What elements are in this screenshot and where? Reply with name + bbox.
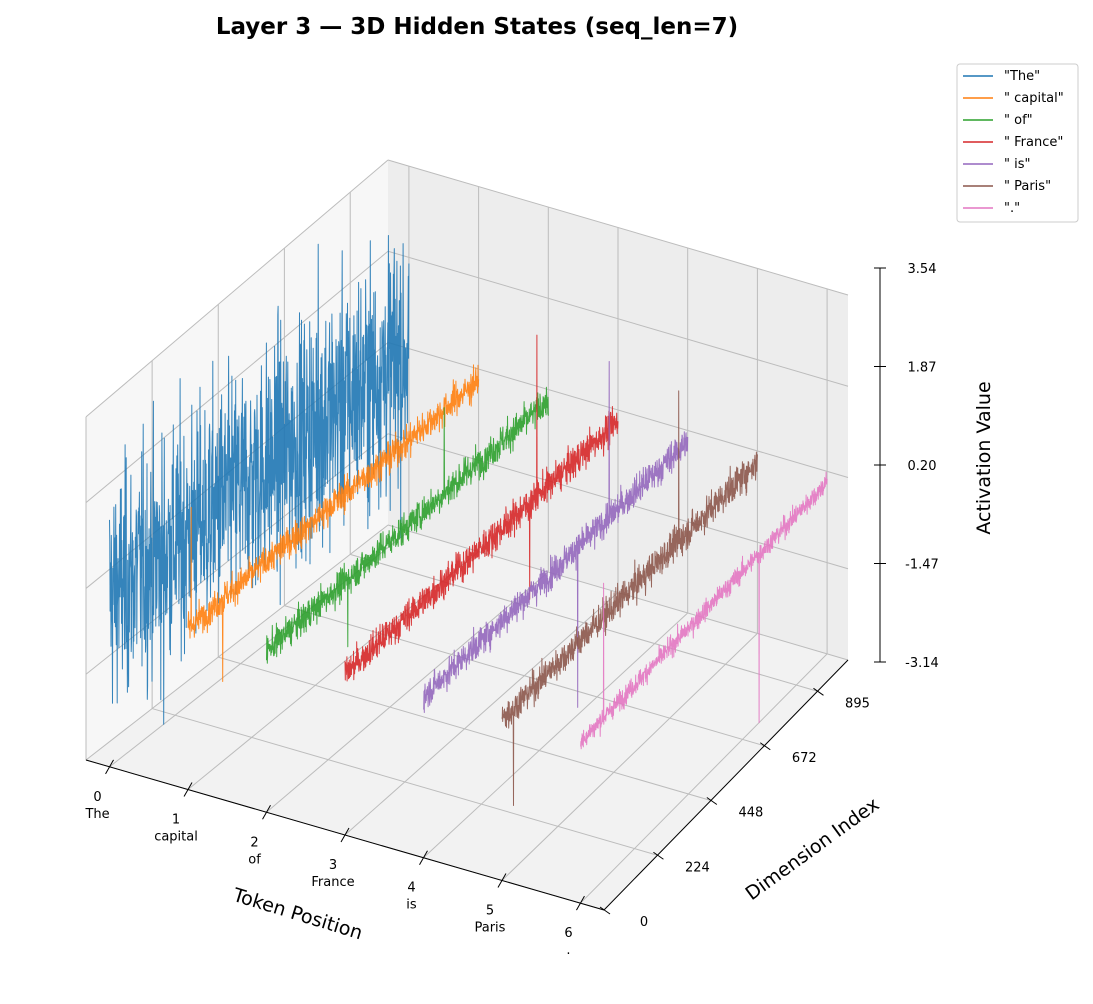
grid-line-z-back	[387, 159, 849, 296]
z-axis-label: Activation Value	[973, 381, 995, 534]
x-axis-label: Token Position	[229, 884, 365, 945]
grid-line-x-floor	[187, 551, 479, 790]
x-tick-sublabel: capital	[154, 830, 198, 845]
grid-line-x-floor	[423, 612, 689, 859]
grid-line-x-floor	[344, 592, 619, 836]
x-tick-label: 4	[407, 881, 415, 896]
grid-line-z-left	[85, 250, 389, 504]
grid-line-y-floor	[350, 553, 818, 692]
grid-line-x-floor	[580, 653, 828, 904]
series-line-0	[109, 235, 410, 725]
grid-line-z-left	[85, 524, 389, 761]
legend-label: " France"	[1004, 135, 1063, 150]
y-tick-label: 448	[738, 806, 763, 821]
y-tick-label: 224	[685, 860, 710, 875]
z-tick-label: 1.87	[908, 361, 937, 376]
y-tick-mark	[813, 687, 824, 696]
grid-line-y-floor	[151, 708, 658, 856]
x-tick-mark	[262, 805, 271, 820]
legend-label: " of"	[1004, 113, 1033, 128]
series-line-2	[266, 386, 549, 664]
x-tick-label: 5	[486, 903, 494, 918]
y-tick-mark	[759, 742, 771, 751]
y-tick-mark	[599, 906, 611, 915]
grid-line-z-back	[387, 342, 849, 478]
x-tick-mark	[419, 850, 428, 865]
chart-title: Layer 3 — 3D Hidden States (seq_len=7)	[216, 14, 738, 40]
y-tick-label: 895	[845, 696, 870, 711]
x-tick-label: 6	[564, 926, 572, 941]
y-tick-mark	[706, 797, 718, 805]
z-tick-label: -3.14	[905, 656, 939, 671]
grid-line-x-floor	[501, 633, 758, 881]
series-line-3	[344, 334, 619, 682]
series-line-4	[423, 361, 689, 713]
z-tick-label: -1.47	[905, 558, 939, 573]
x-tick-mark	[105, 759, 114, 775]
legend-box	[956, 63, 1079, 223]
legend-label: "The"	[1004, 69, 1040, 84]
x-tick-label: 2	[250, 835, 258, 850]
x-tick-sublabel: Paris	[474, 920, 505, 935]
series-group	[109, 235, 828, 806]
grid-line-z-back	[387, 250, 849, 387]
y-tick-mark	[653, 851, 664, 860]
grid-line-y-floor	[284, 605, 765, 747]
legend: "The" " capital" " of" " France" " is" " Pari…	[956, 63, 1079, 223]
legend-label: " is"	[1004, 157, 1030, 172]
y-axis-line	[603, 659, 849, 911]
series-line-6	[580, 471, 828, 750]
z-tick-label: 0.20	[908, 459, 937, 474]
legend-label: " capital"	[1004, 91, 1064, 106]
x-tick-mark	[497, 873, 507, 888]
series-line-5	[501, 390, 758, 806]
legend-label: "."	[1004, 201, 1020, 216]
x-tick-sublabel: is	[406, 898, 417, 913]
x-tick-mark	[340, 827, 350, 843]
x-tick-label: 1	[172, 813, 180, 828]
z-tick-label: 3.54	[908, 262, 937, 277]
grid-line-z-left	[85, 159, 389, 418]
y-tick-label: 0	[640, 915, 648, 930]
axes-group: 0 The 1 capital 2 of 3 France 4 is 5 Paris 6. 0 224 448…	[84, 262, 938, 958]
grid-line-x-floor	[266, 571, 549, 813]
x-tick-mark	[576, 895, 585, 911]
x-tick-sublabel: .	[566, 943, 570, 958]
x-tick-sublabel: The	[84, 807, 109, 822]
x-tick-sublabel: of	[248, 852, 261, 867]
legend-label: " Paris"	[1004, 179, 1051, 194]
x-tick-mark	[183, 782, 193, 797]
grid-line-y-floor	[218, 656, 711, 801]
x-tick-sublabel: France	[311, 875, 354, 890]
x-tick-label: 3	[329, 858, 337, 873]
x-tick-label: 0	[93, 790, 101, 805]
y-tick-label: 672	[792, 751, 817, 766]
floor-pane	[86, 525, 848, 910]
series-line-1	[187, 364, 480, 682]
